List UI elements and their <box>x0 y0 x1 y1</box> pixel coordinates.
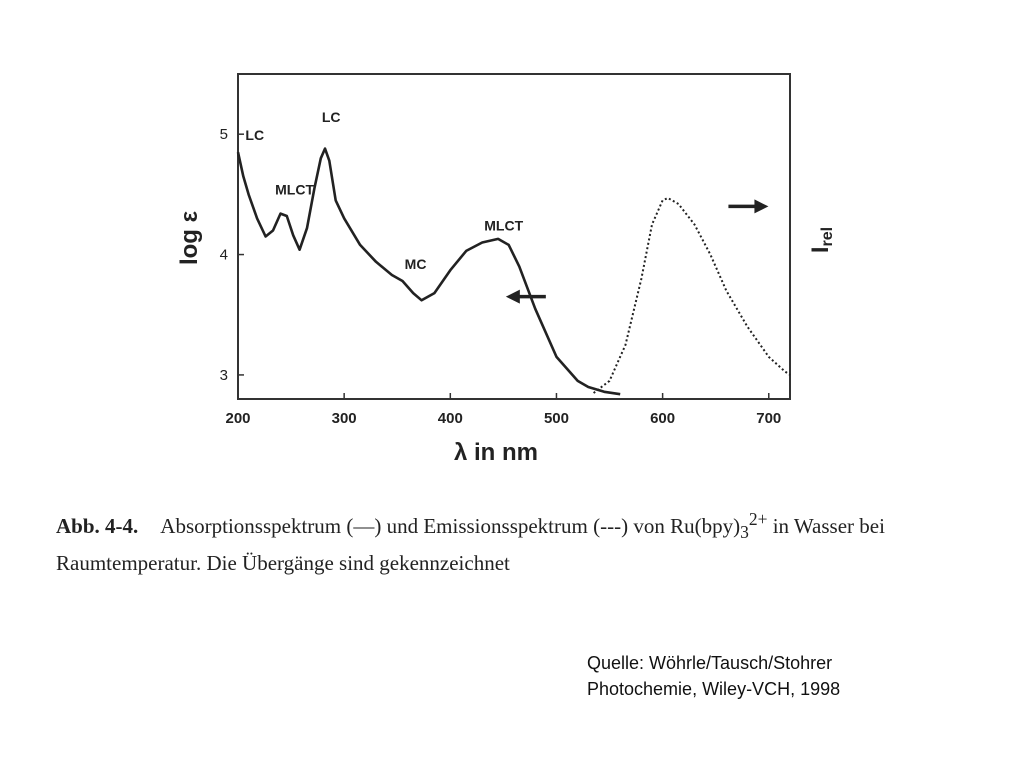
x-tick-label: 400 <box>438 410 463 427</box>
x-tick-label: 300 <box>332 410 357 427</box>
x-axis-label: λ in nm <box>454 439 538 466</box>
y2-axis-label: Irel <box>807 227 836 253</box>
caption-text: Absorptionsspektrum (—) und Emissionsspe… <box>160 514 741 538</box>
x-tick-label: 700 <box>756 410 781 427</box>
transition-label: MLCT <box>484 217 523 233</box>
source-line-2: Photochemie, Wiley-VCH, 1998 <box>587 679 841 699</box>
x-tick-label: 200 <box>225 410 250 427</box>
y2-axis-label-sub: rel <box>819 227 836 247</box>
chart-annotations: LC MLCT LC MC MLCT <box>245 109 523 272</box>
absorption-series-line <box>236 147 621 396</box>
y-tick-label: 5 <box>220 126 228 143</box>
axis-arrow-head <box>754 199 769 214</box>
x-tick-label: 600 <box>650 410 675 427</box>
caption-subscript: 3 <box>740 522 749 543</box>
caption-text-end: in Wasser bei Raumtemperatur. Die Übergä… <box>56 514 885 576</box>
transition-label: LC <box>245 127 264 143</box>
source-citation: Quelle: Wöhrle/Tausch/Stohrer Photochemi… <box>587 650 840 702</box>
emission-series-line <box>592 197 791 394</box>
figure-caption: Abb. 4-4. Absorptionsspektrum (—) und Emi… <box>56 504 976 579</box>
spectrum-chart: 200 300 400 500 600 700 3 4 5 LC MLCT LC MC MLCT log… <box>176 73 836 466</box>
y-tick-label: 3 <box>220 367 228 384</box>
transition-label: MLCT <box>275 181 314 197</box>
source-line-1: Quelle: Wöhrle/Tausch/Stohrer <box>587 653 833 673</box>
transition-label: LC <box>322 109 341 125</box>
x-tick-label: 500 <box>544 410 569 427</box>
axis-ticks: 200 300 400 500 600 700 3 4 5 <box>220 126 782 427</box>
transition-label: MC <box>405 256 427 272</box>
y2-axis-label-main: I <box>807 246 834 253</box>
caption-superscript: 2+ <box>748 509 768 529</box>
chart-arrows <box>505 199 769 304</box>
chart-series <box>236 147 791 396</box>
plot-frame <box>237 73 791 400</box>
axis-arrow-head <box>505 289 520 304</box>
caption-label: Abb. 4-4. <box>56 514 139 538</box>
y-tick-label: 4 <box>220 247 228 264</box>
y-axis-label: log ε <box>176 211 203 265</box>
